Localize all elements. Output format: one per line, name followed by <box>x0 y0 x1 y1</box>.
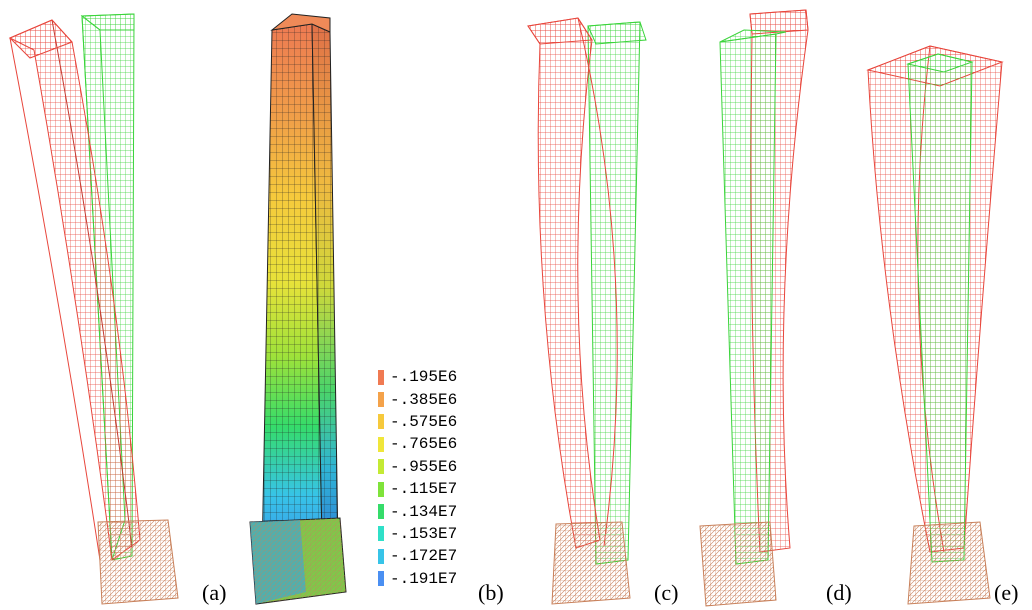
legend-swatch <box>378 392 384 408</box>
panel-c-tower <box>527 17 647 605</box>
legend-swatch <box>378 369 384 385</box>
legend-row: -.765E6 <box>378 433 498 455</box>
legend-label: -.955E6 <box>390 457 458 476</box>
legend-row: -.575E6 <box>378 411 498 433</box>
legend-label: -.575E6 <box>390 412 458 431</box>
panel-d-tower <box>699 9 809 607</box>
legend-row: -.955E6 <box>378 456 498 478</box>
undeformed-mesh <box>906 53 974 563</box>
panel-label-a: (a) <box>202 580 227 605</box>
legend-label: -.153E7 <box>390 524 458 543</box>
legend-swatch <box>378 504 384 520</box>
panel-b-stress-contour <box>249 13 347 605</box>
legend-row: -.115E7 <box>378 478 498 500</box>
legend-row: -.385E6 <box>378 388 498 410</box>
legend-swatch <box>378 459 384 475</box>
foundation-mesh <box>907 521 991 605</box>
legend-row: -.172E7 <box>378 545 498 567</box>
legend-label: -.172E7 <box>390 547 458 566</box>
legend-swatch <box>378 436 384 452</box>
legend-label: -.195E6 <box>390 368 458 387</box>
legend-swatch <box>378 548 384 564</box>
legend-label: -.115E7 <box>390 480 458 499</box>
foundation-mesh <box>551 521 631 605</box>
panel-label-b: (b) <box>478 580 504 605</box>
legend-row: -.134E7 <box>378 500 498 522</box>
stress-legend: -.195E6 -.385E6 -.575E6 -.765E6 -.955E6 -.115… <box>378 366 498 590</box>
legend-label: -.385E6 <box>390 390 458 409</box>
legend-row: -.195E6 <box>378 366 498 388</box>
panel-label-c: (c) <box>654 580 679 605</box>
legend-row: -.191E7 <box>378 568 498 590</box>
panel-e-tower <box>866 45 1004 605</box>
panel-a-tower <box>8 13 179 605</box>
deformed-mesh <box>8 19 141 561</box>
legend-row: -.153E7 <box>378 523 498 545</box>
legend-swatch <box>378 414 384 430</box>
panel-label-e: (e) <box>994 580 1019 605</box>
undeformed-mesh <box>587 21 647 565</box>
legend-swatch <box>378 481 384 497</box>
foundation-mesh <box>97 519 179 605</box>
legend-label: -.191E7 <box>390 569 458 588</box>
legend-label: -.765E6 <box>390 435 458 454</box>
foundation-mesh <box>699 521 777 607</box>
panel-label-d: (d) <box>826 580 852 605</box>
legend-swatch <box>378 571 384 587</box>
legend-swatch <box>378 526 384 542</box>
legend-label: -.134E7 <box>390 502 458 521</box>
